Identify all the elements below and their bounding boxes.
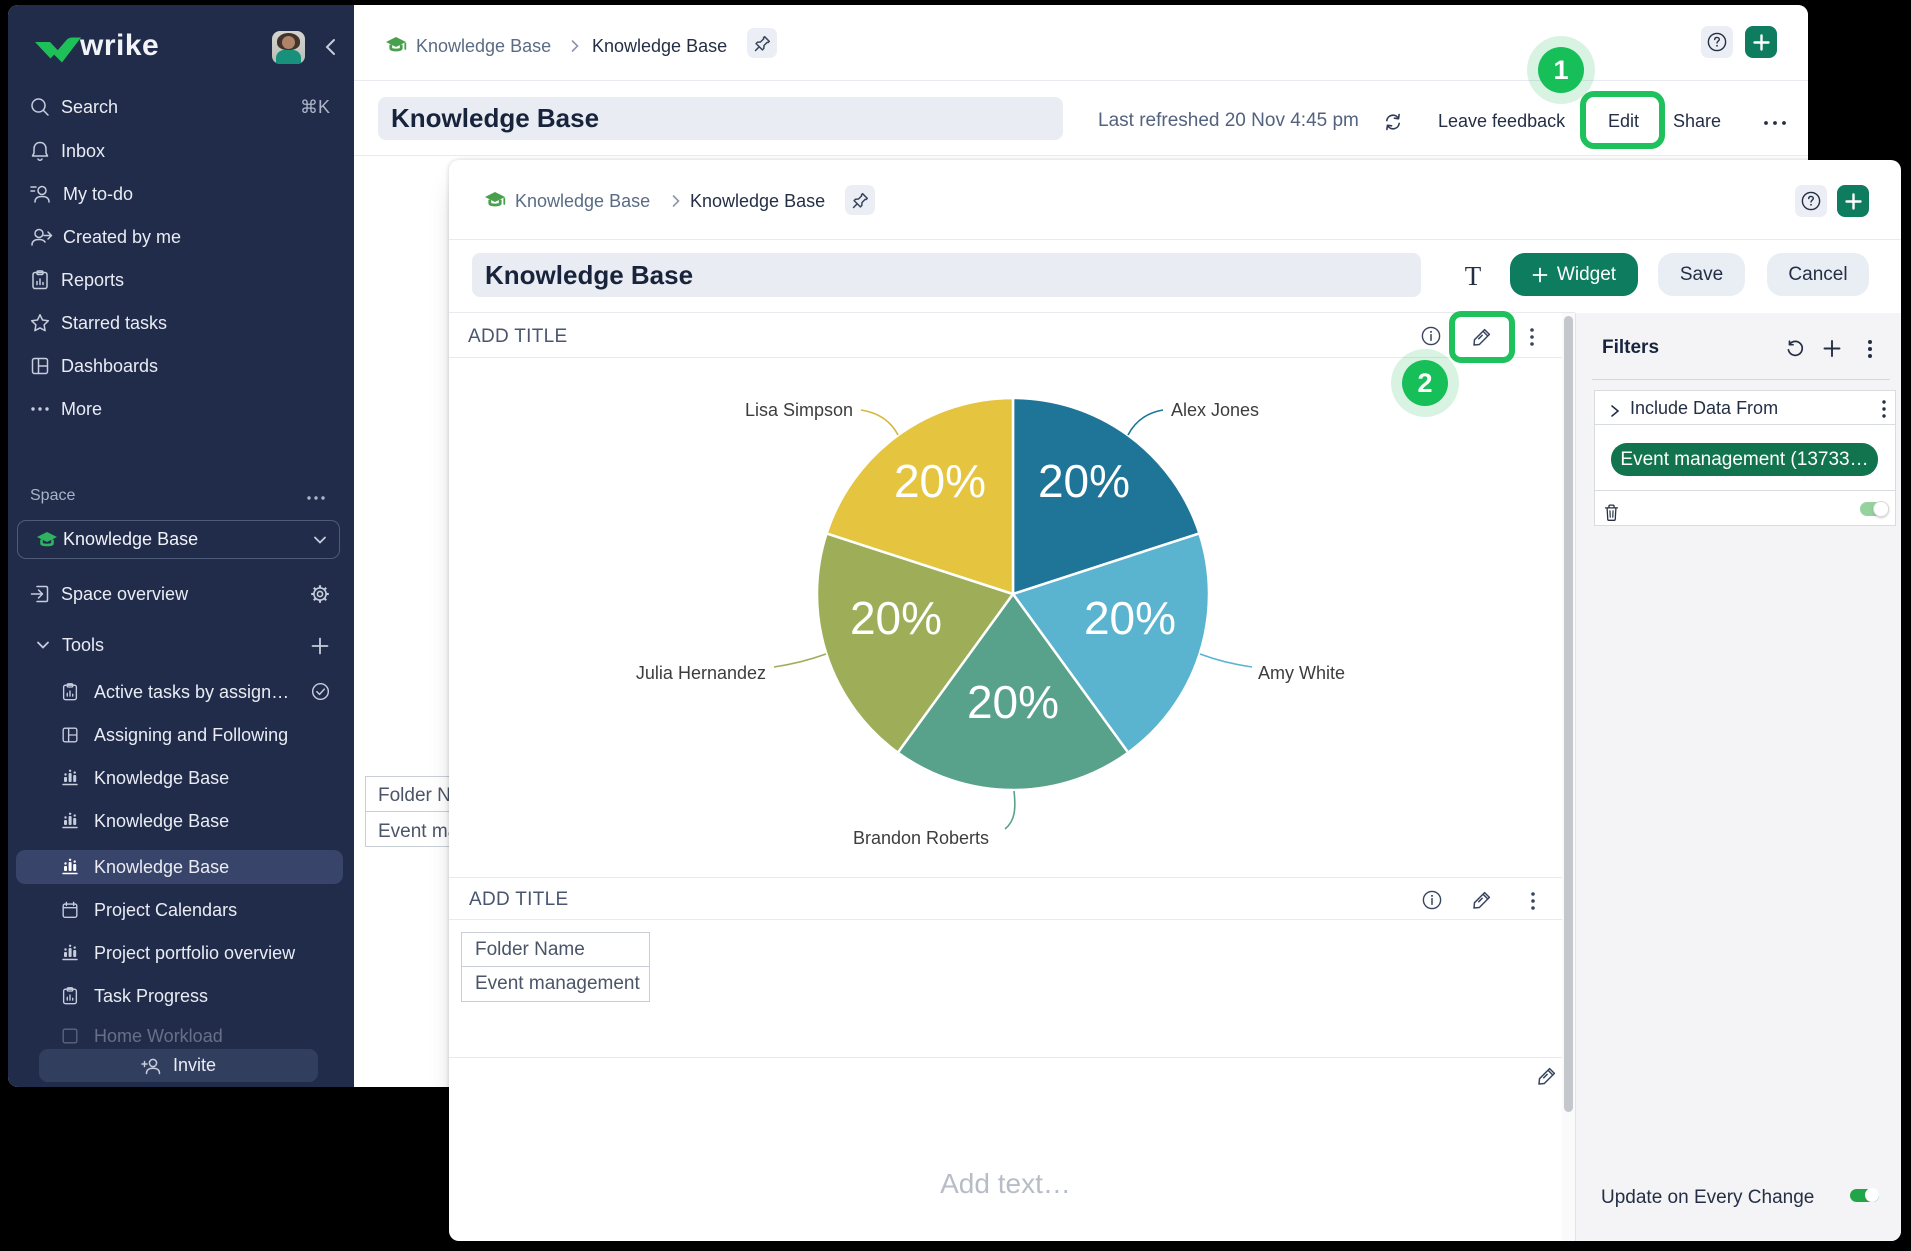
svg-text:Julia Hernandez: Julia Hernandez xyxy=(636,663,766,683)
svg-text:Brandon Roberts: Brandon Roberts xyxy=(853,828,989,848)
svg-text:20%: 20% xyxy=(967,676,1059,728)
svg-text:Amy White: Amy White xyxy=(1258,663,1345,683)
svg-text:Lisa Simpson: Lisa Simpson xyxy=(745,400,853,420)
svg-text:20%: 20% xyxy=(850,592,942,644)
svg-text:20%: 20% xyxy=(1084,592,1176,644)
svg-text:20%: 20% xyxy=(1038,455,1130,507)
svg-text:Alex Jones: Alex Jones xyxy=(1171,400,1259,420)
svg-text:20%: 20% xyxy=(894,455,986,507)
